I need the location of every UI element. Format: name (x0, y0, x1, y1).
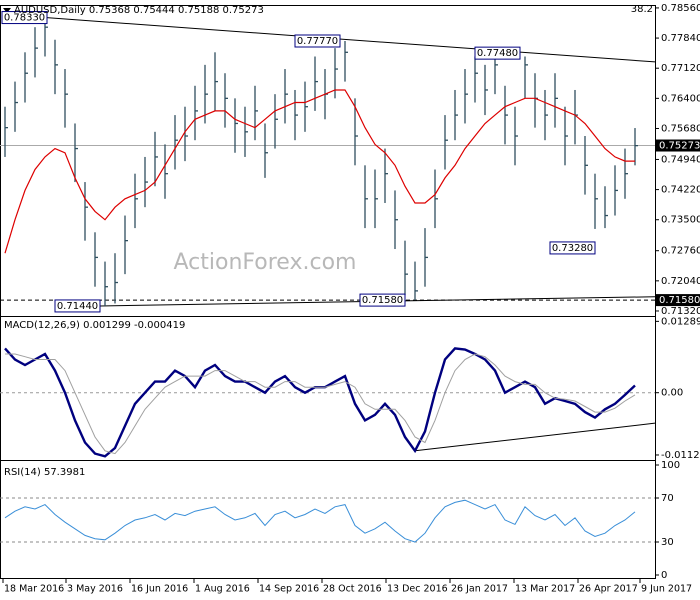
y-tick-label: 0.72760 (661, 246, 700, 257)
y-tick-label: 70 (661, 493, 674, 504)
x-tick-label: 13 Dec 2016 (387, 584, 448, 595)
y-tick-label: 0.72040 (661, 276, 700, 287)
annotation-label: 0.71440 (57, 301, 98, 312)
series-line (5, 353, 636, 455)
y-tick-label: 0 (661, 570, 667, 581)
y-tick-label: 0.00 (661, 388, 683, 399)
x-tick-label: 14 Sep 2016 (259, 584, 319, 595)
rsi-panel (0, 460, 656, 579)
x-tick-label: 16 Jun 2016 (131, 584, 188, 595)
y-tick-label: 0.77120 (661, 63, 700, 74)
panel-title: AUDUSD,Daily 0.75368 0.75444 0.75188 0.7… (14, 5, 264, 16)
x-tick-label: 3 May 2016 (67, 584, 123, 595)
annotation-label: 0.77480 (477, 48, 518, 59)
corner-label: 38.2 (631, 4, 653, 15)
price-label-box (656, 139, 700, 152)
y-tick-label: 0.77840 (661, 33, 700, 44)
y-tick-label: 0.76400 (661, 93, 700, 104)
price-label: 0.71580 (659, 295, 700, 306)
annotation-box (359, 293, 406, 307)
x-tick-label: 26 Jan 2017 (451, 584, 508, 595)
annotation-box (1, 11, 48, 25)
menu-triangle (3, 8, 11, 13)
trendline (44, 17, 656, 63)
y-tick-label: 0.71320 (661, 306, 700, 317)
x-tick-label: 9 Jun 2017 (641, 584, 692, 595)
x-tick-label: 26 Apr 2017 (579, 584, 638, 595)
panel-title: RSI(14) 57.3981 (4, 467, 85, 478)
annotation-box (294, 34, 341, 48)
annotation-box (474, 46, 521, 60)
moving-average (4, 89, 635, 254)
price-label: 0.75273 (659, 141, 700, 152)
annotation-label: 0.78330 (4, 13, 45, 24)
x-tick-label: 28 Oct 2016 (323, 584, 382, 595)
x-tick-label: 13 Mar 2017 (515, 584, 575, 595)
annotation-box (54, 299, 101, 313)
y-tick-label: 0.78560 (661, 3, 700, 14)
series-line (4, 499, 636, 543)
y-tick-label: 0.75680 (661, 123, 700, 134)
y-tick-label: 0.74940 (661, 154, 700, 165)
y-tick-label: 100 (661, 460, 680, 471)
x-tick-label: 1 Aug 2016 (195, 584, 250, 595)
y-tick-label: 0.012894 (661, 316, 700, 327)
annotation-label: 0.73280 (552, 243, 593, 254)
y-tick-label: 0.74220 (661, 185, 700, 196)
trendline (414, 422, 656, 452)
annotation-box (549, 241, 596, 255)
y-tick-label: 30 (661, 537, 674, 548)
price-label-box (656, 294, 700, 307)
panel-title: MACD(12,26,9) 0.001299 -0.000419 (4, 320, 185, 331)
x-tick-label: 18 Mar 2016 (4, 584, 64, 595)
y-tick-label: 0.73500 (661, 215, 700, 226)
annotation-label: 0.77770 (297, 36, 338, 47)
annotation-label: 0.71580 (362, 295, 403, 306)
watermark: ActionForex.com (174, 250, 357, 275)
y-tick-label: -0.011253 (661, 450, 700, 461)
